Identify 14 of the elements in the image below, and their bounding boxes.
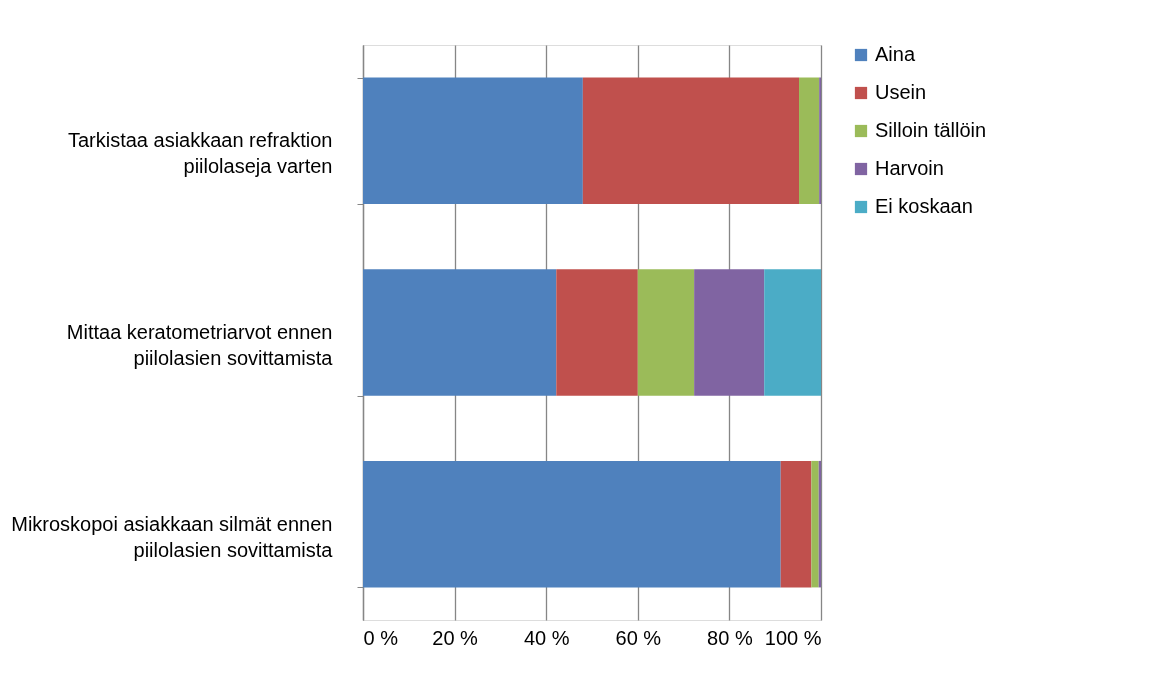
y-tick-label: Mittaa keratometriarvot ennen piilolasien sovittamista	[66, 321, 334, 369]
legend-label: Usein	[875, 81, 927, 103]
x-tick-label: 20 %	[432, 626, 479, 649]
legend-label: Silloin tällöin	[875, 119, 987, 141]
x-tick-label: 80 %	[707, 626, 753, 649]
y-tick-label: Mikroskopoi asiakkaan silmät ennen piilolasien sovittamista	[11, 512, 334, 561]
x-tick-label: 0 %	[363, 626, 399, 649]
y-tick-label: Tarkistaa asiakkaan refraktion piilolaseja varten	[67, 129, 333, 178]
legend-label: Ei koskaan	[875, 195, 973, 217]
x-tick-label: 100 %	[764, 626, 822, 649]
x-tick-label: 60 %	[615, 626, 662, 649]
x-tick-label: 40 %	[523, 626, 570, 649]
legend-label: Aina	[875, 43, 916, 65]
legend-label: Harvoin	[875, 157, 944, 179]
